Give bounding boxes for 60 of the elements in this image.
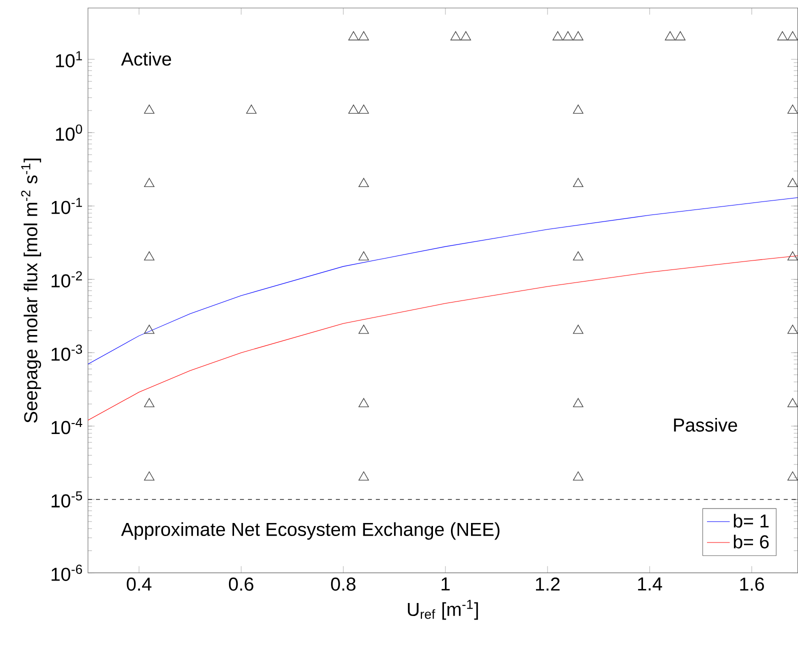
point bbox=[572, 178, 584, 188]
annotation: Approximate Net Ecosystem Exchange (NEE) bbox=[121, 522, 500, 540]
y-tick-label: 10$^{-6}$ bbox=[52, 564, 82, 582]
x-tick-label: 1.6 bbox=[740, 578, 764, 591]
point bbox=[675, 31, 686, 40]
point bbox=[358, 104, 369, 114]
point bbox=[358, 178, 369, 188]
point bbox=[450, 31, 461, 40]
point bbox=[358, 324, 369, 334]
y-tick-label: 10$^{-1}$ bbox=[52, 198, 82, 214]
x-axis-title: U$_{ref}$ [m$^{-1}$] bbox=[408, 600, 478, 620]
point bbox=[572, 472, 584, 481]
point bbox=[777, 31, 788, 40]
x-tick-label: 0.4 bbox=[126, 578, 152, 591]
point bbox=[144, 104, 154, 114]
point bbox=[552, 31, 563, 40]
point bbox=[358, 472, 369, 481]
point bbox=[787, 398, 798, 408]
legend-label: b= 1 bbox=[734, 514, 769, 528]
legend-label: b= 6 bbox=[734, 534, 769, 549]
x-tick-label: 1.4 bbox=[638, 578, 662, 590]
point bbox=[572, 324, 584, 334]
point bbox=[787, 472, 798, 481]
point bbox=[787, 178, 798, 188]
x-tick-label: 1.2 bbox=[536, 578, 560, 591]
point bbox=[562, 31, 574, 40]
annotation: Passive bbox=[674, 418, 738, 432]
y-tick-label: 10$^{0}$ bbox=[56, 124, 82, 141]
annotation: Active bbox=[121, 52, 172, 66]
x-tick-label: 0.8 bbox=[331, 578, 356, 591]
line-series bbox=[88, 197, 798, 364]
point bbox=[460, 31, 472, 40]
point bbox=[144, 251, 154, 261]
x-tick-label: 1 bbox=[442, 578, 450, 590]
point bbox=[572, 31, 584, 40]
point bbox=[348, 104, 359, 114]
point bbox=[787, 104, 798, 114]
point bbox=[572, 251, 584, 261]
point bbox=[144, 324, 154, 334]
point bbox=[358, 251, 369, 261]
y-axis-title: Seepage molar flux [mol m$^{-2}$ s$^{-1}$] bbox=[21, 158, 42, 423]
point bbox=[348, 31, 359, 40]
y-tick-label: 10$^{-4}$ bbox=[52, 418, 82, 434]
y-tick-label: 10$^{-2}$ bbox=[52, 271, 82, 288]
point bbox=[572, 104, 584, 114]
point bbox=[664, 31, 676, 40]
y-tick-label: 10$^{-3}$ bbox=[52, 344, 82, 361]
point bbox=[572, 398, 584, 408]
x-tick-label: 0.6 bbox=[228, 578, 254, 591]
y-tick-label: 10$^{1}$ bbox=[56, 51, 82, 68]
point bbox=[358, 31, 369, 40]
point bbox=[144, 472, 154, 481]
point bbox=[787, 251, 798, 261]
point bbox=[144, 178, 154, 188]
point bbox=[787, 324, 798, 334]
point bbox=[358, 398, 369, 408]
y-tick-label: 10$^{-5}$ bbox=[52, 491, 82, 508]
point bbox=[246, 104, 257, 114]
point bbox=[787, 31, 798, 40]
point bbox=[144, 398, 154, 408]
